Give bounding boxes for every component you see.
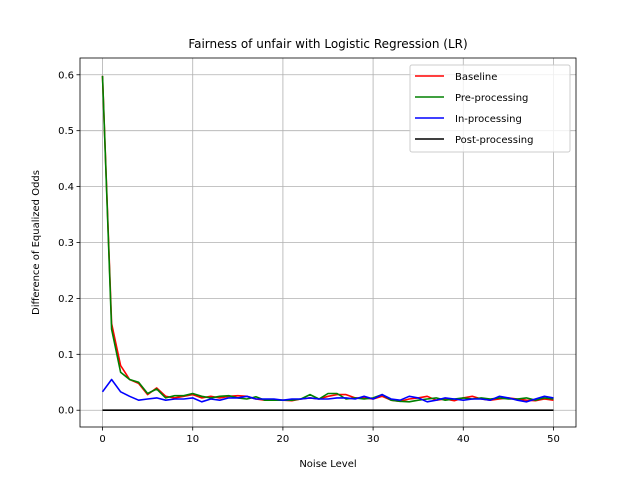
- legend-label-pre-processing: Pre-processing: [455, 93, 528, 104]
- y-tick-label: 0.3: [58, 238, 74, 249]
- x-tick-label: 30: [367, 434, 380, 445]
- x-tick-label: 50: [547, 434, 560, 445]
- grid: [80, 58, 576, 427]
- y-tick-label: 0.6: [58, 70, 74, 81]
- y-tick-label: 0.1: [58, 350, 74, 361]
- y-tick-label: 0.4: [58, 182, 74, 193]
- x-tick-label: 10: [186, 434, 199, 445]
- y-axis-label: Difference of Equalized Odds: [31, 170, 42, 315]
- legend-label-baseline: Baseline: [455, 72, 497, 83]
- x-axis-label: Noise Level: [299, 459, 356, 470]
- chart-title: Fairness of unfair with Logistic Regress…: [188, 37, 467, 51]
- x-tick-label: 20: [277, 434, 290, 445]
- series-line-in-processing: [101, 378, 554, 403]
- y-tick-label: 0.2: [58, 294, 74, 305]
- axis-ticks: 0 10 20 30 40 50 0.0 0.1 0.2 0.3 0.4 0.5 0.6: [58, 70, 560, 445]
- x-tick-label: 40: [457, 434, 470, 445]
- legend-box: [409, 64, 571, 153]
- y-tick-label: 0.5: [58, 126, 74, 137]
- legend-label-post-processing: Post-processing: [455, 135, 533, 146]
- x-tick-label: 0: [99, 434, 105, 445]
- legend: Baseline Pre-processing In-processing Post-…: [409, 64, 571, 153]
- y-tick-label: 0.0: [58, 406, 74, 417]
- legend-label-in-processing: In-processing: [455, 114, 522, 125]
- series-lines: [101, 75, 554, 412]
